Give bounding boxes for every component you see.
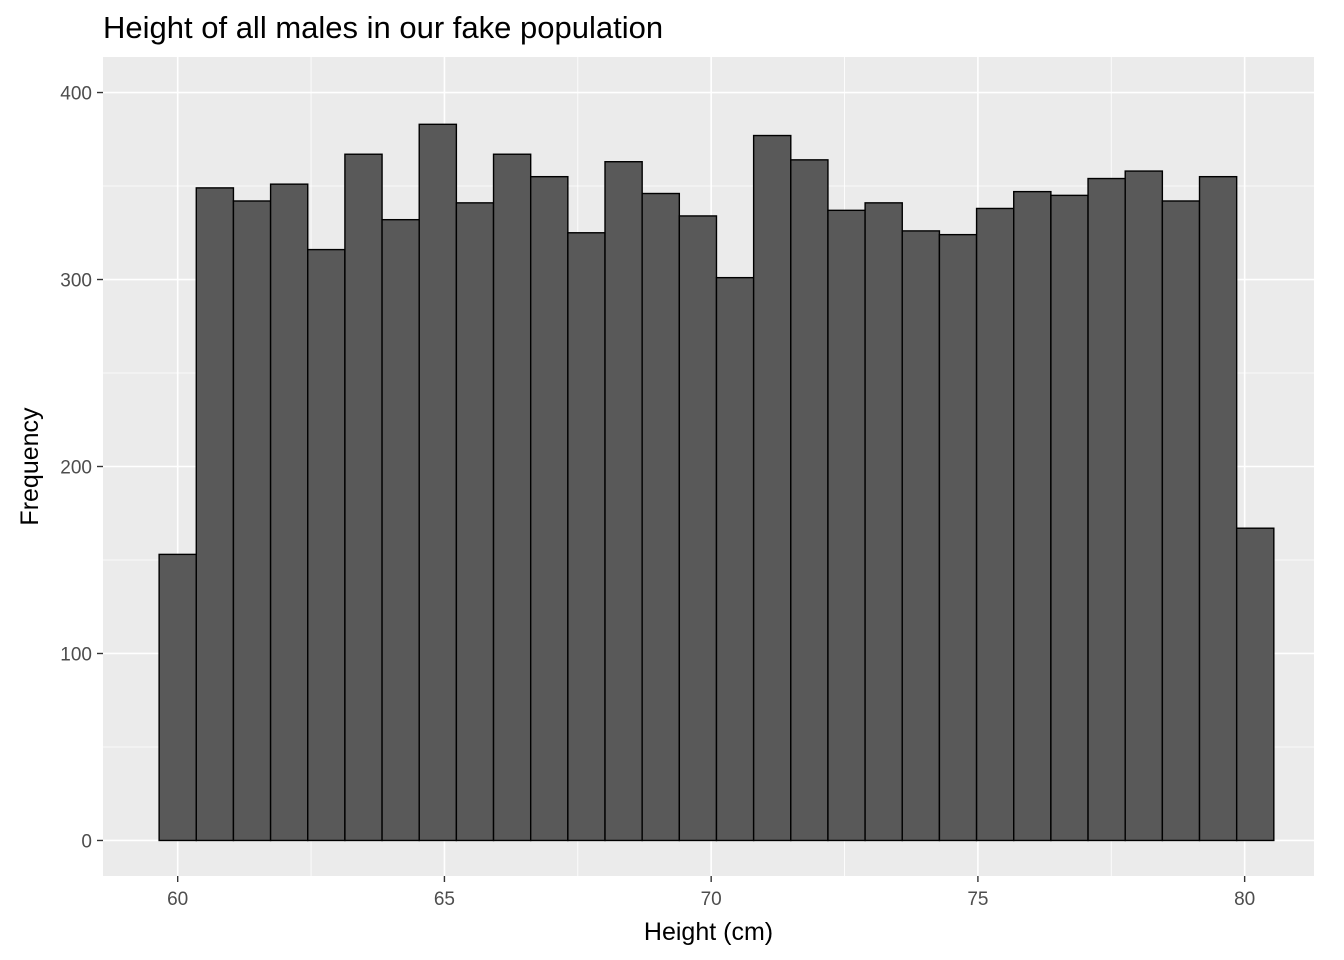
histogram-bar bbox=[1013, 190, 1052, 842]
histogram-bar bbox=[232, 200, 272, 842]
y-axis-title: Frequency bbox=[16, 407, 44, 526]
histogram-bar bbox=[529, 175, 569, 842]
y-tick-label: 300 bbox=[60, 271, 92, 292]
histogram-bar bbox=[604, 161, 643, 842]
histogram-bar bbox=[752, 134, 792, 842]
histogram-bar bbox=[1198, 175, 1238, 842]
histogram-bar bbox=[455, 202, 495, 842]
histogram-bar bbox=[1050, 194, 1089, 842]
histogram-bar bbox=[1087, 177, 1126, 842]
histogram-bar bbox=[344, 153, 383, 842]
y-tick-label: 400 bbox=[60, 84, 92, 105]
histogram-bar bbox=[975, 207, 1015, 842]
histogram-bar bbox=[195, 187, 235, 842]
histogram-bar bbox=[827, 209, 866, 842]
histogram-bar bbox=[938, 233, 978, 842]
histogram-bar bbox=[901, 230, 941, 842]
y-tick-label: 200 bbox=[60, 458, 92, 479]
histogram-bar bbox=[158, 553, 197, 842]
histogram-bar bbox=[1161, 200, 1201, 842]
histogram-bar bbox=[1235, 527, 1275, 842]
histogram-bars bbox=[158, 123, 1275, 842]
x-tick-label: 65 bbox=[434, 889, 455, 910]
histogram-bar bbox=[678, 215, 718, 842]
y-tick-label: 0 bbox=[81, 831, 92, 852]
histogram-bar bbox=[492, 153, 532, 842]
histogram-bar bbox=[418, 123, 458, 842]
chart-title: Height of all males in our fake populati… bbox=[103, 10, 664, 45]
y-axis: 0 100 200 300 400 bbox=[60, 84, 103, 852]
x-tick-label: 60 bbox=[167, 889, 188, 910]
x-tick-label: 80 bbox=[1234, 889, 1255, 910]
histogram-bar bbox=[381, 218, 420, 842]
x-axis: 60 65 70 75 80 bbox=[167, 876, 1255, 910]
x-tick-label: 75 bbox=[967, 889, 988, 910]
histogram-bar bbox=[1124, 170, 1164, 842]
x-tick-label: 70 bbox=[701, 889, 722, 910]
y-tick-label: 100 bbox=[60, 644, 92, 665]
histogram-bar bbox=[790, 159, 829, 842]
x-axis-title: Height (cm) bbox=[644, 918, 773, 946]
histogram-bar bbox=[641, 192, 681, 842]
histogram-bar bbox=[269, 183, 309, 842]
histogram-bar bbox=[864, 202, 903, 842]
histogram-bar bbox=[307, 248, 346, 842]
histogram-bar bbox=[715, 276, 755, 842]
histogram-bar bbox=[567, 232, 606, 842]
